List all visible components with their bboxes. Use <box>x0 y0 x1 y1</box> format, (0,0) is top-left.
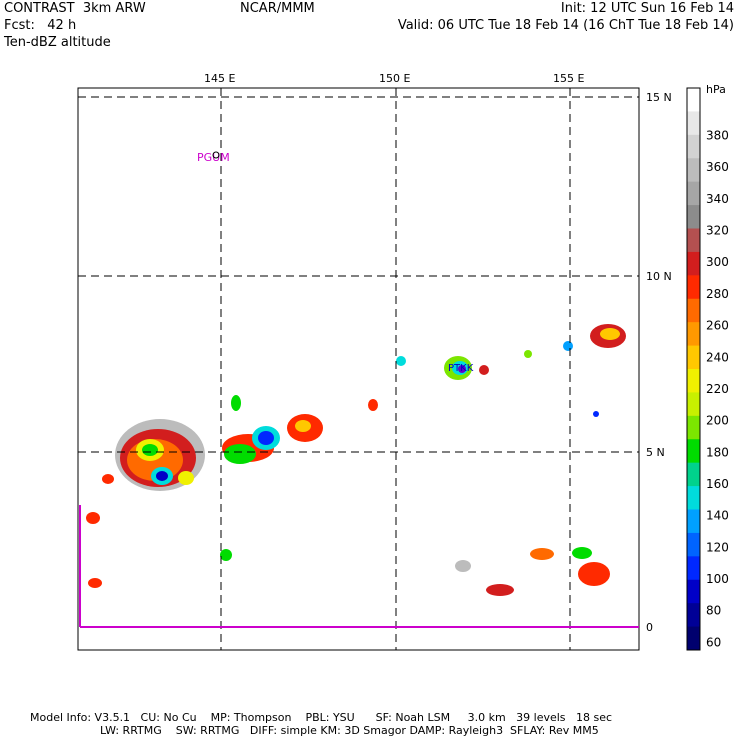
colorbar-swatch <box>687 626 700 651</box>
colorbar-swatch <box>687 134 700 159</box>
colorbar-swatch <box>687 532 700 557</box>
echo-cell-ptkk <box>444 356 489 380</box>
echo-cell-west-large <box>115 419 205 491</box>
colorbar-label: 80 <box>706 604 721 618</box>
colorbar-label: 360 <box>706 160 729 174</box>
grid-lines <box>78 88 639 650</box>
echo-cell-southeast <box>455 547 610 596</box>
colorbar-swatch <box>687 88 700 112</box>
lon-label-155: 155 E <box>553 72 584 85</box>
echo-cell-east <box>368 324 626 417</box>
colorbar-swatch <box>687 392 700 417</box>
colorbar-labels: 380 360 340 320 300 280 260 240 220 200 180 160 140 1… <box>706 129 729 650</box>
forecast-hour: Fcst: 42 h <box>4 18 77 33</box>
echo-cell-southwest <box>86 395 241 588</box>
footer-physics-info: LW: RRTMG SW: RRTMG DIFF: simple KM: 3D … <box>100 724 599 737</box>
lon-label-145: 145 E <box>204 72 235 85</box>
colorbar-swatch <box>687 462 700 487</box>
valid-time: Valid: 06 UTC Tue 18 Feb 14 (16 ChT Tue … <box>397 18 734 33</box>
colorbar-swatch <box>687 579 700 604</box>
colorbar-label: 180 <box>706 445 729 459</box>
colorbar-unit: hPa <box>706 83 726 96</box>
colorbar-swatch <box>687 509 700 534</box>
colorbar-label: 200 <box>706 414 729 428</box>
colorbar-swatch <box>687 228 700 253</box>
lat-label-5n: 5 N <box>646 446 665 459</box>
colorbar-label: 260 <box>706 319 729 333</box>
colorbar-label: 140 <box>706 509 729 523</box>
station-label-pgum: PGUM <box>197 151 230 164</box>
colorbar-swatch <box>687 415 700 440</box>
footer-model-info: Model Info: V3.5.1 CU: No Cu MP: Thompso… <box>30 711 613 724</box>
colorbar-label: 280 <box>706 287 729 301</box>
colorbar-swatch <box>687 181 700 206</box>
colorbar-swatch <box>687 486 700 510</box>
colorbar-swatch <box>687 111 700 136</box>
lat-label-15n: 15 N <box>646 91 672 104</box>
colorbar-label: 120 <box>706 540 729 554</box>
colorbar-swatch <box>687 603 700 628</box>
colorbar-swatch <box>687 556 700 581</box>
lon-label-150: 150 E <box>379 72 410 85</box>
colorbar-swatch <box>687 205 700 229</box>
lat-label-10n: 10 N <box>646 270 672 283</box>
echo-cell-central <box>222 414 323 464</box>
colorbar-swatch <box>687 298 700 323</box>
station-marker-pgum <box>212 151 220 159</box>
colorbar-label: 380 <box>706 129 729 143</box>
colorbar-label: 60 <box>706 635 721 649</box>
station-label-ptkk: PTKK <box>448 363 474 374</box>
colorbar-swatch <box>687 275 700 300</box>
colorbar-swatch <box>687 345 700 370</box>
model-name: CONTRAST 3km ARW <box>4 1 146 16</box>
colorbar-label: 320 <box>706 224 729 238</box>
colorbar-label: 300 <box>706 255 729 269</box>
echo-cells <box>86 324 626 596</box>
colorbar-swatch <box>687 251 700 276</box>
plot-frame <box>77 87 640 651</box>
colorbar-swatch <box>687 369 700 393</box>
colorbar-swatch <box>687 439 700 464</box>
field-title: Ten-dBZ altitude <box>4 35 111 50</box>
colorbar-label: 100 <box>706 572 729 586</box>
colorbar-label: 160 <box>706 477 729 491</box>
colorbar-swatch <box>687 322 700 347</box>
init-time: Init: 12 UTC Sun 16 Feb 14 <box>560 1 734 16</box>
lat-label-0: 0 <box>646 621 653 634</box>
colorbar-label: 240 <box>706 350 729 364</box>
colorbar-label: 340 <box>706 192 729 206</box>
colorbar-frame <box>686 87 701 651</box>
organization: NCAR/MMM <box>240 1 315 16</box>
colorbar-swatch <box>687 158 700 183</box>
colorbar-label: 220 <box>706 382 729 396</box>
colorbar <box>686 87 701 651</box>
